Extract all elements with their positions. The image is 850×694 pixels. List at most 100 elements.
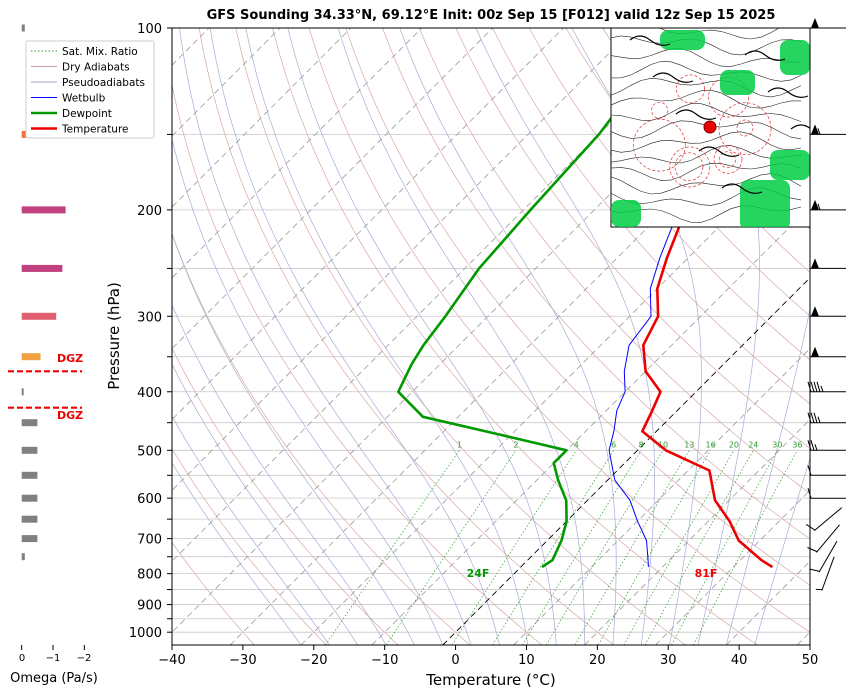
map-isobar bbox=[611, 131, 802, 153]
y-tick-label: 300 bbox=[137, 310, 162, 325]
wind-barb-full bbox=[805, 523, 816, 531]
x-axis-label: Temperature (°C) bbox=[425, 671, 555, 689]
mixing-ratio-label-30: 30 bbox=[772, 440, 782, 449]
wind-barb-pennant bbox=[811, 306, 819, 317]
pseudoadiabat bbox=[571, 28, 702, 645]
wind-barb-half bbox=[817, 128, 821, 135]
dry-adiabat bbox=[172, 347, 399, 645]
mixing-ratio-line-4 bbox=[451, 450, 577, 645]
wind-barb bbox=[815, 556, 835, 591]
y-axis-label: Pressure (hPa) bbox=[105, 282, 123, 390]
omega-bar bbox=[21, 312, 57, 320]
x-tick-label: 10 bbox=[518, 653, 535, 668]
x-tick-label: 40 bbox=[731, 653, 748, 668]
map-precip-area bbox=[660, 30, 705, 50]
pseudoadiabat bbox=[337, 28, 585, 645]
dry-adiabat bbox=[198, 28, 614, 645]
wind-barb-pennant bbox=[811, 258, 819, 269]
mixing-ratio-lines bbox=[325, 450, 798, 645]
pseudoadiabat bbox=[172, 304, 387, 645]
omega-bar bbox=[21, 535, 38, 543]
wind-barb bbox=[807, 465, 846, 476]
map-precip-area bbox=[740, 180, 790, 227]
wind-barb bbox=[810, 258, 846, 269]
isotherm--40 bbox=[172, 28, 777, 633]
dry-adiabat bbox=[345, 28, 810, 586]
dry-adiabat bbox=[492, 28, 810, 405]
wind-barb-full bbox=[807, 412, 812, 423]
mixing-ratio-label-10: 10 bbox=[658, 440, 668, 449]
isotherm--30 bbox=[229, 64, 810, 645]
map-border bbox=[744, 50, 786, 61]
x-axis-ticks: −40 −30 −20 −10 0 10 20 30 40 50 bbox=[158, 645, 818, 668]
map-thickness-contour bbox=[713, 144, 743, 174]
mixing-ratio-line-8 bbox=[522, 450, 642, 645]
surface-labels: 24F 81F bbox=[467, 567, 718, 580]
mixing-ratio-line-13 bbox=[574, 450, 690, 645]
mixing-ratio-line-20 bbox=[623, 450, 735, 645]
wind-barb bbox=[807, 488, 846, 499]
omega-panel bbox=[8, 24, 85, 650]
map-thickness-contour bbox=[632, 118, 686, 172]
wind-barb-half bbox=[820, 385, 824, 392]
wind-barb-full bbox=[810, 381, 815, 392]
mixing-ratio-label-6: 6 bbox=[611, 440, 616, 449]
wind-barb-pennant bbox=[811, 199, 819, 210]
wind-barb bbox=[810, 124, 846, 135]
mixing-ratio-label-24: 24 bbox=[748, 440, 758, 449]
omega-bar bbox=[21, 446, 38, 454]
legend-label: Wetbulb bbox=[62, 93, 106, 105]
omega-tick-2: −2 bbox=[77, 653, 92, 664]
y-tick-label: 600 bbox=[137, 492, 162, 507]
y-tick-label: 1000 bbox=[129, 626, 162, 641]
wind-barb-half bbox=[817, 203, 821, 211]
y-tick-label: 200 bbox=[137, 204, 162, 219]
map-isobar bbox=[611, 89, 801, 109]
map-thickness-contour bbox=[736, 119, 754, 137]
dry-adiabat bbox=[272, 28, 758, 645]
map-precip-area bbox=[780, 40, 810, 75]
pseudoadiabat bbox=[691, 28, 760, 645]
surface-dewpoint-label: 24F bbox=[467, 567, 490, 580]
y-tick-label: 100 bbox=[137, 22, 162, 37]
map-border bbox=[698, 146, 740, 157]
map-thickness-contour bbox=[674, 152, 704, 182]
x-tick-label: 30 bbox=[660, 653, 677, 668]
omega-bar bbox=[21, 471, 38, 479]
pseudoadiabat bbox=[754, 457, 810, 645]
map-thickness-contour bbox=[651, 101, 668, 119]
map-precip-area bbox=[770, 150, 810, 180]
wind-barb-full bbox=[813, 412, 818, 423]
mixing-ratio-label-36: 36 bbox=[792, 440, 802, 449]
x-tick-label: −20 bbox=[300, 653, 327, 668]
wind-barb-staff bbox=[816, 524, 840, 553]
legend-label: Sat. Mix. Ratio bbox=[62, 46, 138, 58]
wind-barb bbox=[807, 524, 840, 553]
wind-barb-full bbox=[807, 440, 812, 451]
dry-adiabat bbox=[565, 28, 810, 317]
wind-barb bbox=[807, 440, 846, 451]
mixing-ratio-line-10 bbox=[545, 450, 664, 645]
y-tick-label: 700 bbox=[137, 533, 162, 548]
map-border bbox=[790, 124, 810, 130]
mixing-ratio-line-30 bbox=[671, 450, 778, 645]
map-isobar bbox=[611, 28, 780, 40]
wind-barb-full bbox=[816, 381, 821, 392]
pseudoadiabat bbox=[209, 28, 500, 645]
wind-barb-full bbox=[807, 488, 812, 499]
x-tick-label: −40 bbox=[158, 653, 185, 668]
y-tick-label: 400 bbox=[137, 386, 162, 401]
wind-barb-staff bbox=[821, 556, 835, 591]
chart-title: GFS Sounding 34.33°N, 69.12°E Init: 00z … bbox=[207, 8, 776, 23]
dry-adiabat bbox=[823, 28, 850, 645]
dry-adiabat bbox=[172, 83, 543, 645]
y-tick-label: 500 bbox=[137, 444, 162, 459]
map-border bbox=[767, 87, 809, 98]
isotherm--50 bbox=[172, 28, 706, 562]
wind-barb-full bbox=[807, 547, 818, 553]
pseudoadiabat bbox=[287, 28, 557, 645]
pseudoadiabat bbox=[475, 28, 655, 645]
legend-label: Dry Adiabats bbox=[62, 62, 130, 74]
map-precip-area bbox=[611, 200, 641, 227]
map-isobar bbox=[611, 120, 802, 140]
